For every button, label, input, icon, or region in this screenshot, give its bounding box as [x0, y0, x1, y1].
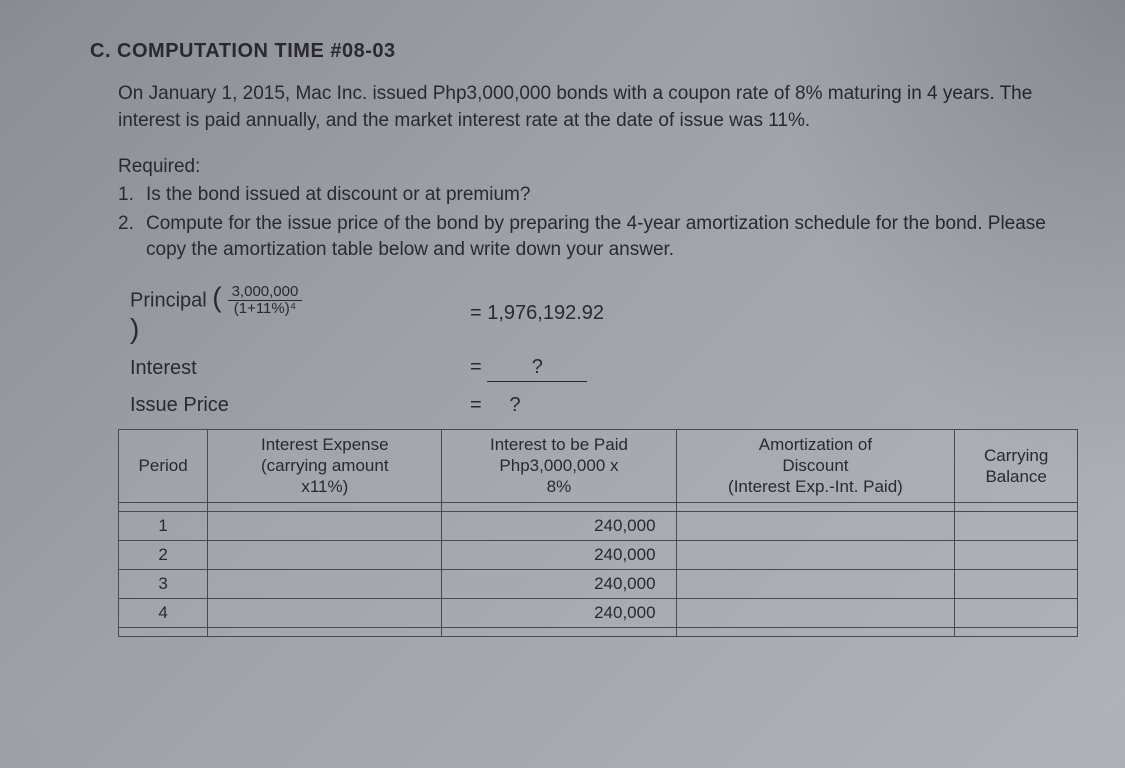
table-header-row: Period Interest Expense(carrying amountx… — [119, 429, 1078, 502]
cell-period: 2 — [119, 540, 208, 569]
col-header-interest-paid: Interest to be PaidPhp3,000,000 x8% — [442, 429, 676, 502]
table-row — [119, 502, 1078, 511]
cell-ie — [208, 502, 442, 511]
req-number: 1. — [118, 182, 146, 209]
cell-ie — [208, 540, 442, 569]
section-heading: C. COMPUTATION TIME #08-03 — [90, 40, 1055, 63]
table-row: 2 240,000 — [119, 540, 1078, 569]
cell-itp: 240,000 — [442, 598, 676, 627]
col-header-carrying: CarryingBalance — [955, 429, 1078, 502]
cell-amort — [676, 569, 955, 598]
cell-period: 4 — [119, 598, 208, 627]
cell-amort — [676, 540, 955, 569]
close-paren: ) — [130, 313, 139, 344]
interest-equals: = ? — [470, 356, 587, 382]
requirement-2: 2. Compute for the issue price of the bo… — [118, 211, 1055, 264]
cell-amort — [676, 511, 955, 540]
interest-blank: ? — [487, 356, 587, 382]
issue-price-blank: ? — [509, 394, 520, 416]
cell-ie — [208, 569, 442, 598]
problem-statement: On January 1, 2015, Mac Inc. issued Php3… — [118, 81, 1038, 134]
cell-carry — [955, 627, 1078, 636]
cell-amort — [676, 627, 955, 636]
cell-period — [119, 627, 208, 636]
cell-ie — [208, 511, 442, 540]
cell-ie — [208, 598, 442, 627]
cell-period — [119, 502, 208, 511]
cell-itp: 240,000 — [442, 569, 676, 598]
table-row: 4 240,000 — [119, 598, 1078, 627]
table-row — [119, 627, 1078, 636]
cell-ie — [208, 627, 442, 636]
cell-carry — [955, 598, 1078, 627]
calculations: Principal ( 3,000,000 (1+11%)⁴ ) = 1,976… — [130, 284, 1055, 417]
interest-row: Interest = ? — [130, 356, 1055, 382]
amortization-table: Period Interest Expense(carrying amountx… — [118, 429, 1078, 637]
issue-price-equals: = ? — [470, 394, 521, 417]
cell-itp — [442, 502, 676, 511]
fraction-denominator: (1+11%)⁴ — [230, 301, 300, 318]
table-row: 1 240,000 — [119, 511, 1078, 540]
col-header-amortization: Amortization ofDiscount(Interest Exp.-In… — [676, 429, 955, 502]
principal-row: Principal ( 3,000,000 (1+11%)⁴ ) = 1,976… — [130, 284, 1055, 344]
cell-carry — [955, 540, 1078, 569]
requirement-1: 1. Is the bond issued at discount or at … — [118, 182, 1055, 209]
interest-label: Interest — [130, 357, 310, 380]
req-text: Is the bond issued at discount or at pre… — [146, 182, 530, 209]
cell-period: 1 — [119, 511, 208, 540]
cell-itp: 240,000 — [442, 540, 676, 569]
cell-carry — [955, 511, 1078, 540]
open-paren: ( — [212, 281, 221, 312]
cell-amort — [676, 598, 955, 627]
issue-price-label: Issue Price — [130, 394, 310, 417]
principal-fraction: 3,000,000 (1+11%)⁴ — [228, 284, 303, 318]
issue-price-row: Issue Price = ? — [130, 394, 1055, 417]
col-header-period: Period — [119, 429, 208, 502]
table-body: 1 240,000 2 240,000 3 240,000 — [119, 502, 1078, 636]
required-label: Required: — [118, 156, 1055, 178]
cell-amort — [676, 502, 955, 511]
worksheet-page: C. COMPUTATION TIME #08-03 On January 1,… — [60, 20, 1085, 748]
req-number: 2. — [118, 211, 146, 264]
cell-carry — [955, 502, 1078, 511]
principal-label: Principal ( 3,000,000 (1+11%)⁴ ) — [130, 284, 310, 344]
principal-result: = 1,976,192.92 — [470, 302, 604, 325]
col-header-interest-expense: Interest Expense(carrying amountx11%) — [208, 429, 442, 502]
cell-carry — [955, 569, 1078, 598]
cell-itp — [442, 627, 676, 636]
cell-itp: 240,000 — [442, 511, 676, 540]
requirements-list: 1. Is the bond issued at discount or at … — [118, 182, 1055, 264]
req-text: Compute for the issue price of the bond … — [146, 211, 1055, 264]
fraction-numerator: 3,000,000 — [228, 284, 303, 302]
table-row: 3 240,000 — [119, 569, 1078, 598]
cell-period: 3 — [119, 569, 208, 598]
